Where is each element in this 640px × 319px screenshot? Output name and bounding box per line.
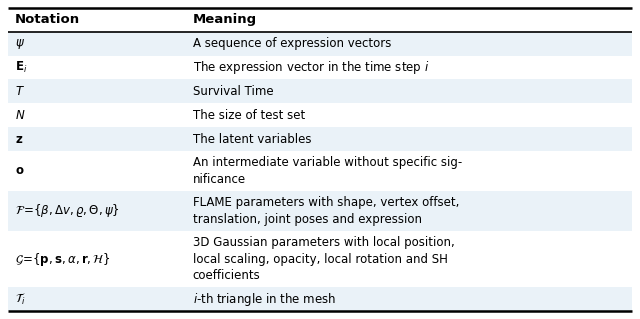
Text: coefficients: coefficients <box>193 269 260 282</box>
Bar <box>8 127 632 151</box>
Text: $\mathcal{F}\!=\!\{\beta, \Delta v, \varrho, \Theta, \psi\}$: $\mathcal{F}\!=\!\{\beta, \Delta v, \var… <box>15 203 120 219</box>
Text: Meaning: Meaning <box>193 13 257 26</box>
Text: The latent variables: The latent variables <box>193 132 311 145</box>
Text: translation, joint poses and expression: translation, joint poses and expression <box>193 212 422 226</box>
Text: $i$-th triangle in the mesh: $i$-th triangle in the mesh <box>193 291 336 308</box>
Text: $\mathbf{z}$: $\mathbf{z}$ <box>15 132 23 145</box>
Text: An intermediate variable without specific sig-: An intermediate variable without specifi… <box>193 156 462 169</box>
Text: Survival Time: Survival Time <box>193 85 273 98</box>
Text: local scaling, opacity, local rotation and SH: local scaling, opacity, local rotation a… <box>193 253 448 266</box>
Text: $\mathcal{G}\!=\!\{\mathbf{p}, \mathbf{s}, \alpha, \mathbf{r}, \mathcal{H}\}$: $\mathcal{G}\!=\!\{\mathbf{p}, \mathbf{s… <box>15 250 111 268</box>
Bar <box>8 8 632 32</box>
Text: FLAME parameters with shape, vertex offset,: FLAME parameters with shape, vertex offs… <box>193 197 460 209</box>
Text: A sequence of expression vectors: A sequence of expression vectors <box>193 37 391 50</box>
Bar <box>8 79 632 103</box>
Text: The size of test set: The size of test set <box>193 109 305 122</box>
Bar <box>8 231 632 287</box>
Bar <box>8 287 632 311</box>
Bar <box>8 191 632 231</box>
Bar <box>8 151 632 191</box>
Bar <box>8 103 632 127</box>
Bar <box>8 32 632 56</box>
Text: $\mathbf{E}_i$: $\mathbf{E}_i$ <box>15 60 28 75</box>
Text: 3D Gaussian parameters with local position,: 3D Gaussian parameters with local positi… <box>193 236 454 249</box>
Bar <box>8 56 632 79</box>
Text: $\mathcal{T}_i$: $\mathcal{T}_i$ <box>15 292 26 307</box>
Text: $\psi$: $\psi$ <box>15 37 25 51</box>
Text: $N$: $N$ <box>15 109 26 122</box>
Text: $\mathbf{o}$: $\mathbf{o}$ <box>15 164 24 177</box>
Text: The expression vector in the time step $i$: The expression vector in the time step $… <box>193 59 429 76</box>
Text: Notation: Notation <box>15 13 80 26</box>
Text: nificance: nificance <box>193 173 246 186</box>
Text: $T$: $T$ <box>15 85 25 98</box>
